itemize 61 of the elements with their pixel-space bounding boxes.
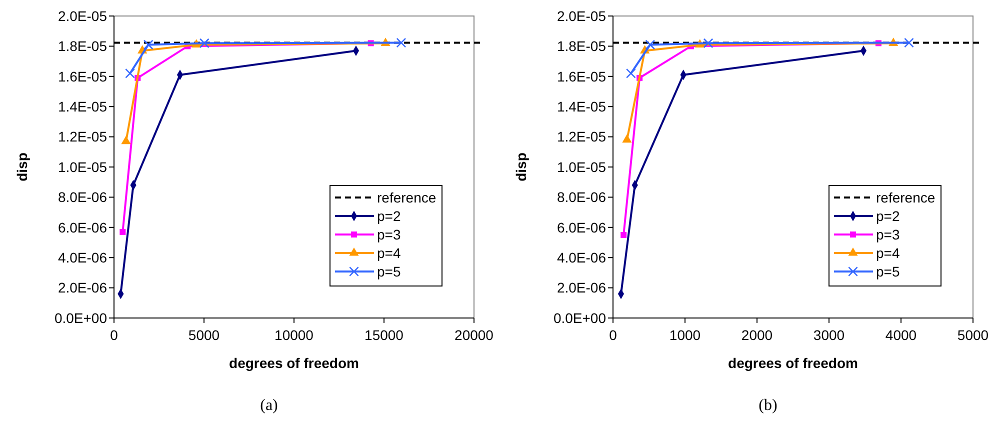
x-tick-label: 20000 <box>454 327 494 343</box>
y-tick-label: 1.4E-05 <box>556 98 606 114</box>
y-tick-label: 0.0E+00 <box>54 310 108 326</box>
point <box>125 68 135 78</box>
y-tick-label: 1.2E-05 <box>556 128 606 145</box>
x-tick-label: 10000 <box>274 327 314 343</box>
y-tick-label: 1.0E-05 <box>58 158 108 175</box>
x-tick-label: 15000 <box>364 327 404 343</box>
point <box>703 38 714 48</box>
legend-label: reference <box>876 189 936 206</box>
point <box>626 68 636 78</box>
point <box>121 136 131 144</box>
point <box>904 38 914 48</box>
legend-label: p=4 <box>876 244 900 261</box>
text: (a) <box>260 397 278 414</box>
y-tick-label: 8.0E-06 <box>58 189 108 206</box>
point <box>143 40 154 50</box>
y-tick-label: 1.8E-05 <box>58 38 108 54</box>
y-tick-label: 1.4E-05 <box>58 98 108 114</box>
text: (b) <box>758 397 778 414</box>
point <box>120 228 126 235</box>
legend-label: p=2 <box>377 208 401 224</box>
x-tick-label: 0 <box>609 327 618 343</box>
x-tick-label: 5000 <box>957 327 989 343</box>
y-axis-title: disp <box>513 152 529 182</box>
y-tick-label: 4.0E-06 <box>58 250 108 266</box>
y-axis-title: disp <box>14 152 30 182</box>
legend-label: p=5 <box>377 263 401 280</box>
legend-label: p=3 <box>377 226 401 242</box>
y-tick-label: 4.0E-06 <box>556 250 606 266</box>
point <box>396 38 406 48</box>
legend-label: p=4 <box>377 244 401 261</box>
y-tick-label: 2.0E-05 <box>58 8 108 24</box>
point <box>199 38 210 48</box>
y-tick-label: 1.6E-05 <box>58 68 108 84</box>
y-tick-label: 6.0E-06 <box>58 219 108 236</box>
y-tick-label: 1.8E-05 <box>556 38 606 54</box>
y-tick-label: 6.0E-06 <box>556 219 606 236</box>
y-tick-label: 1.2E-05 <box>58 128 108 145</box>
y-tick-label: 8.0E-06 <box>556 189 606 206</box>
legend-label: p=5 <box>876 263 900 280</box>
legend-label: p=3 <box>876 226 900 242</box>
x-axis-title: degrees of freedom <box>229 355 359 371</box>
x-tick-label: 1000 <box>669 327 701 343</box>
y-tick-label: 1.6E-05 <box>556 68 606 84</box>
x-tick-label: 5000 <box>188 327 220 343</box>
y-tick-label: 1.0E-05 <box>556 158 606 175</box>
x-tick-label: 3000 <box>813 327 845 343</box>
legend-label: reference <box>377 189 436 206</box>
x-tick-label: 2000 <box>741 327 773 343</box>
x-axis-title: degrees of freedom <box>728 355 858 371</box>
y-tick-label: 2.0E-05 <box>556 8 606 24</box>
y-tick-label: 2.0E-06 <box>556 280 606 296</box>
y-tick-label: 0.0E+00 <box>553 310 606 326</box>
point <box>622 134 632 143</box>
legend-label: p=2 <box>876 208 900 224</box>
y-tick-label: 2.0E-06 <box>58 280 108 296</box>
x-tick-label: 0 <box>110 327 118 343</box>
x-tick-label: 4000 <box>885 327 917 343</box>
point <box>645 40 656 50</box>
point <box>620 232 627 238</box>
